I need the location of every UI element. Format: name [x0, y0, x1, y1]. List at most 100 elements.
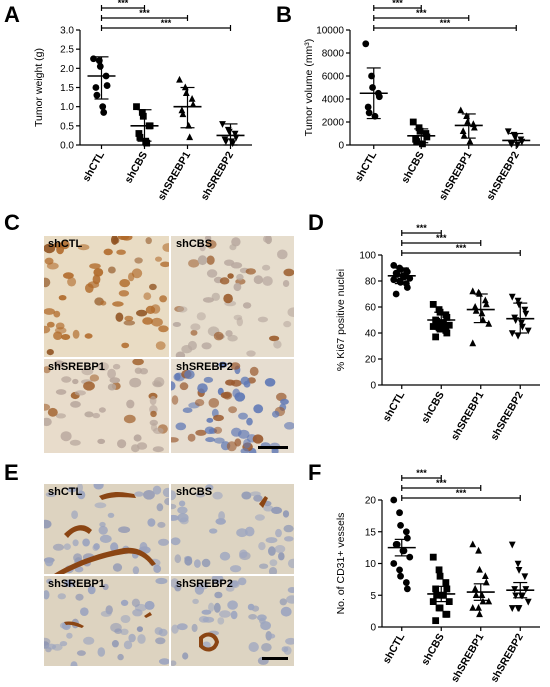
nucleus — [109, 377, 121, 384]
data-point — [469, 287, 477, 295]
nucleus — [120, 236, 133, 241]
nucleus — [44, 637, 51, 646]
nucleus — [115, 312, 124, 322]
micrograph-c-shctl — [44, 236, 169, 357]
nucleus — [253, 494, 263, 502]
data-point — [365, 109, 373, 117]
nucleus — [77, 244, 90, 251]
data-point — [514, 560, 522, 568]
nucleus — [97, 362, 109, 372]
data-point — [479, 597, 487, 605]
data-point — [478, 309, 486, 317]
nucleus — [98, 525, 108, 535]
nucleus — [58, 295, 67, 301]
data-point — [440, 591, 447, 599]
data-point — [508, 605, 516, 612]
data-point — [139, 112, 147, 120]
data-point — [445, 321, 453, 329]
nucleus — [44, 403, 51, 411]
nucleus — [120, 628, 129, 635]
nucleus — [209, 528, 218, 534]
y-tick-label: 60 — [365, 303, 377, 314]
data-point — [178, 106, 186, 114]
nucleus — [120, 615, 131, 623]
nucleus — [202, 297, 215, 303]
nucleus — [80, 607, 89, 616]
nucleus — [129, 377, 142, 388]
nucleus — [131, 268, 143, 279]
data-point — [522, 310, 530, 318]
nucleus — [236, 528, 248, 538]
micrograph-c-shcbs — [171, 236, 294, 357]
micrograph-image — [44, 576, 169, 666]
nucleus — [118, 526, 131, 533]
nucleus — [174, 373, 181, 381]
nucleus — [84, 411, 94, 418]
nucleus — [203, 376, 214, 383]
nucleus — [126, 399, 135, 409]
y-tick-label: 40 — [365, 329, 377, 340]
data-point — [471, 584, 479, 592]
x-tick-label: shSREBP2 — [484, 149, 522, 202]
nucleus — [97, 647, 106, 657]
data-point — [508, 330, 516, 337]
nucleus — [238, 412, 248, 420]
nucleus — [196, 312, 206, 321]
nucleus — [158, 325, 169, 333]
nucleus — [248, 614, 257, 620]
data-point — [435, 566, 443, 574]
nucleus — [155, 637, 166, 645]
nucleus — [137, 634, 146, 644]
nucleus — [204, 426, 215, 435]
y-tick-label: 20 — [365, 355, 377, 366]
nucleus — [171, 537, 181, 546]
data-point — [470, 123, 478, 131]
nucleus — [277, 249, 288, 260]
nucleus — [107, 383, 117, 391]
nucleus — [44, 308, 55, 315]
vessel-stain — [99, 492, 136, 500]
data-point — [96, 63, 104, 70]
nucleus — [215, 518, 226, 525]
panel-letter-e: E — [4, 460, 19, 485]
vessel-stain — [259, 496, 268, 508]
nucleus — [118, 290, 130, 297]
data-point — [524, 598, 532, 606]
y-axis-label: Tumor weight (g) — [33, 48, 45, 127]
nucleus — [257, 316, 268, 323]
nucleus — [123, 414, 136, 424]
nucleus — [55, 322, 65, 330]
nucleus — [190, 329, 198, 336]
nucleus — [287, 558, 294, 569]
nucleus — [238, 577, 247, 586]
nucleus — [225, 330, 233, 337]
nucleus — [282, 280, 290, 287]
micrograph-image — [171, 359, 294, 453]
data-point — [393, 541, 401, 548]
nucleus — [171, 660, 177, 666]
nucleus — [194, 559, 201, 568]
nucleus — [150, 410, 157, 418]
nucleus — [120, 599, 129, 606]
nucleus — [227, 273, 234, 279]
data-point — [364, 103, 372, 111]
y-tick-label: 3.0 — [60, 26, 74, 37]
nucleus — [71, 510, 78, 519]
data-point — [415, 124, 423, 132]
nucleus — [83, 636, 95, 645]
nucleus — [253, 404, 264, 414]
panel-letter-c: C — [4, 210, 20, 235]
nucleus — [98, 407, 106, 413]
data-point — [436, 604, 444, 612]
data-point — [186, 133, 194, 141]
tile-label-c-shcbs: shCBS — [176, 238, 213, 250]
nucleus — [99, 521, 106, 528]
nucleus — [150, 304, 161, 314]
y-axis-label: % Ki67 positive nuclei — [335, 269, 347, 371]
nucleus — [83, 381, 95, 391]
nucleus — [283, 320, 292, 328]
nucleus — [171, 514, 179, 521]
nucleus — [236, 317, 243, 327]
significance-label: *** — [139, 8, 150, 18]
